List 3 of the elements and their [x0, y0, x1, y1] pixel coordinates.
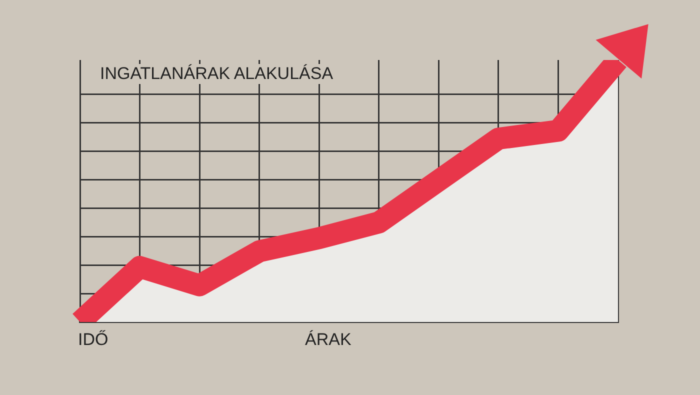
chart-title: INGATLANÁRAK ALAKULÁSA [100, 64, 334, 84]
x-axis-title: ÁRAK [305, 330, 352, 350]
text: IDŐ [78, 330, 108, 350]
